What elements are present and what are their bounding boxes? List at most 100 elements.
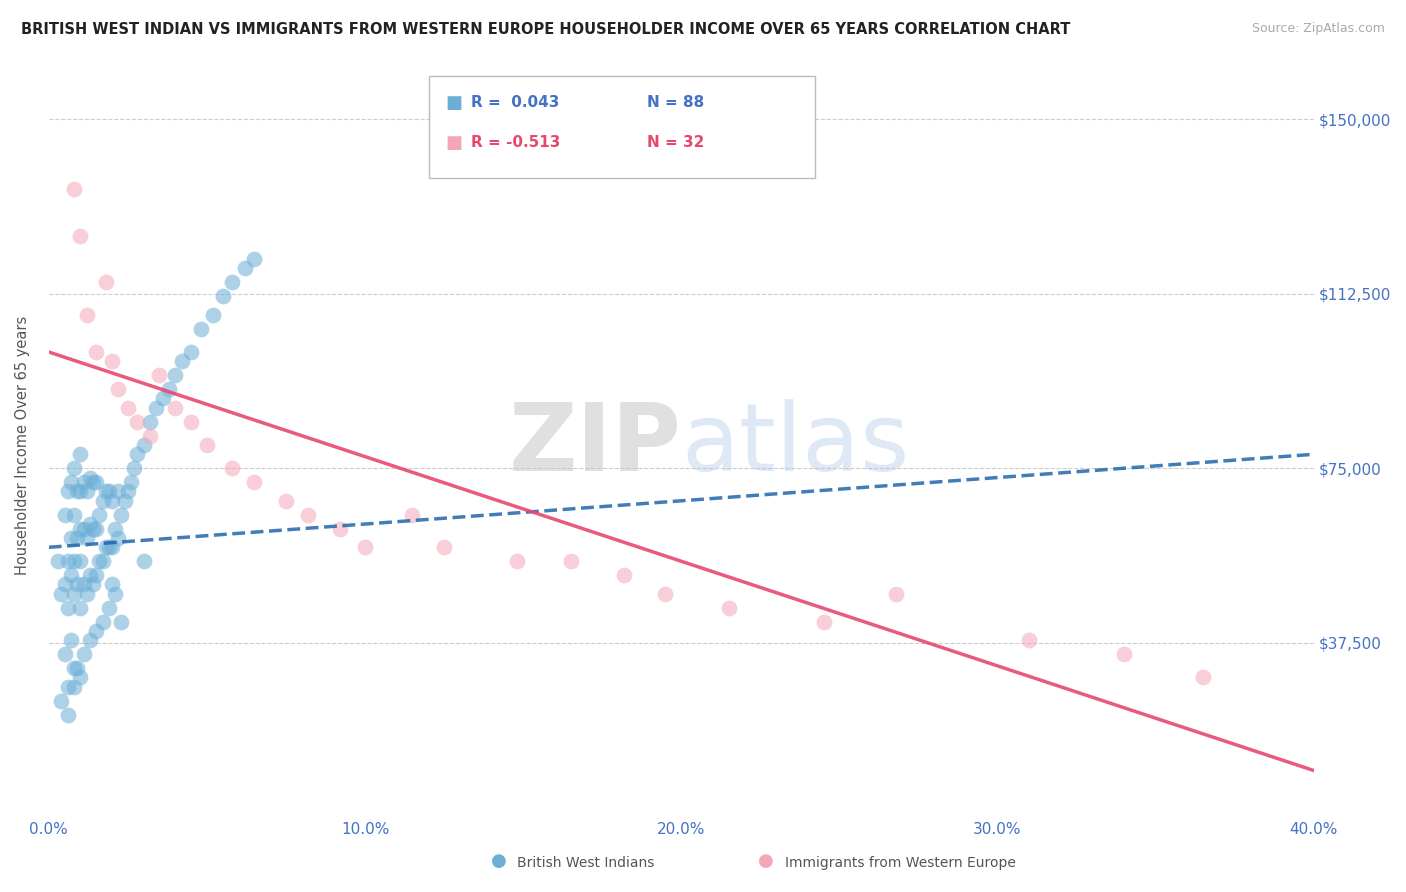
Text: atlas: atlas bbox=[682, 399, 910, 491]
Point bbox=[717, 600, 740, 615]
Point bbox=[97, 541, 120, 555]
Point bbox=[120, 475, 142, 490]
Point bbox=[46, 554, 69, 568]
Point bbox=[506, 554, 529, 568]
Point bbox=[84, 522, 107, 536]
Point bbox=[180, 415, 202, 429]
Point bbox=[89, 508, 111, 522]
Point bbox=[401, 508, 423, 522]
Point bbox=[59, 633, 82, 648]
Point bbox=[76, 587, 98, 601]
Point bbox=[157, 382, 180, 396]
Point bbox=[1192, 671, 1215, 685]
Point bbox=[56, 707, 79, 722]
Point bbox=[139, 415, 162, 429]
Point bbox=[63, 661, 86, 675]
Point bbox=[139, 428, 162, 442]
Point bbox=[84, 624, 107, 638]
Point bbox=[122, 461, 145, 475]
Point bbox=[233, 261, 256, 276]
Point bbox=[91, 615, 114, 629]
Point bbox=[59, 531, 82, 545]
Point bbox=[69, 228, 91, 243]
Point bbox=[94, 484, 117, 499]
Point bbox=[97, 484, 120, 499]
Point bbox=[433, 541, 456, 555]
Point bbox=[72, 475, 94, 490]
Text: ●: ● bbox=[758, 852, 775, 870]
Point bbox=[72, 522, 94, 536]
Point bbox=[63, 587, 86, 601]
Point bbox=[56, 484, 79, 499]
Point bbox=[117, 401, 139, 415]
Point bbox=[82, 577, 104, 591]
Point bbox=[654, 587, 676, 601]
Point bbox=[145, 401, 167, 415]
Point bbox=[69, 484, 91, 499]
Point bbox=[59, 568, 82, 582]
Point bbox=[101, 493, 124, 508]
Point bbox=[560, 554, 582, 568]
Point bbox=[94, 541, 117, 555]
Point bbox=[79, 568, 101, 582]
Point bbox=[53, 577, 76, 591]
Point bbox=[51, 587, 73, 601]
Point bbox=[76, 308, 98, 322]
Point bbox=[104, 522, 127, 536]
Point bbox=[132, 554, 155, 568]
Point bbox=[66, 484, 89, 499]
Point bbox=[190, 322, 212, 336]
Point bbox=[66, 661, 89, 675]
Text: ■: ■ bbox=[446, 94, 463, 112]
Text: ●: ● bbox=[491, 852, 508, 870]
Text: BRITISH WEST INDIAN VS IMMIGRANTS FROM WESTERN EUROPE HOUSEHOLDER INCOME OVER 65: BRITISH WEST INDIAN VS IMMIGRANTS FROM W… bbox=[21, 22, 1070, 37]
Text: ■: ■ bbox=[446, 134, 463, 152]
Point bbox=[79, 633, 101, 648]
Point bbox=[79, 516, 101, 531]
Point bbox=[63, 680, 86, 694]
Point bbox=[63, 508, 86, 522]
Point bbox=[69, 600, 91, 615]
Point bbox=[51, 694, 73, 708]
Point bbox=[91, 554, 114, 568]
Point bbox=[101, 541, 124, 555]
Point bbox=[165, 401, 187, 415]
Point bbox=[66, 531, 89, 545]
Point bbox=[107, 531, 129, 545]
Point bbox=[152, 392, 174, 406]
Point bbox=[53, 647, 76, 661]
Text: Source: ZipAtlas.com: Source: ZipAtlas.com bbox=[1251, 22, 1385, 36]
Text: R =  0.043: R = 0.043 bbox=[471, 95, 560, 110]
Point bbox=[59, 475, 82, 490]
Point bbox=[297, 508, 319, 522]
Point bbox=[94, 275, 117, 289]
Point bbox=[84, 475, 107, 490]
Point bbox=[180, 345, 202, 359]
Point bbox=[170, 354, 193, 368]
Point bbox=[329, 522, 352, 536]
Point bbox=[1112, 647, 1135, 661]
Point bbox=[63, 461, 86, 475]
Point bbox=[69, 447, 91, 461]
Point bbox=[243, 252, 266, 266]
Point bbox=[107, 484, 129, 499]
Point bbox=[107, 382, 129, 396]
Point bbox=[56, 554, 79, 568]
Point bbox=[132, 438, 155, 452]
Point bbox=[354, 541, 377, 555]
Point bbox=[274, 493, 297, 508]
Point bbox=[813, 615, 835, 629]
Text: N = 32: N = 32 bbox=[647, 136, 704, 150]
Text: ZIP: ZIP bbox=[509, 399, 682, 491]
Point bbox=[84, 345, 107, 359]
Point bbox=[76, 484, 98, 499]
Text: Immigrants from Western Europe: Immigrants from Western Europe bbox=[785, 855, 1015, 870]
Point bbox=[104, 587, 127, 601]
Point bbox=[165, 368, 187, 383]
Point bbox=[884, 587, 907, 601]
Point bbox=[89, 554, 111, 568]
Point bbox=[202, 308, 225, 322]
Point bbox=[110, 508, 132, 522]
Point bbox=[211, 289, 233, 303]
Point bbox=[127, 447, 149, 461]
